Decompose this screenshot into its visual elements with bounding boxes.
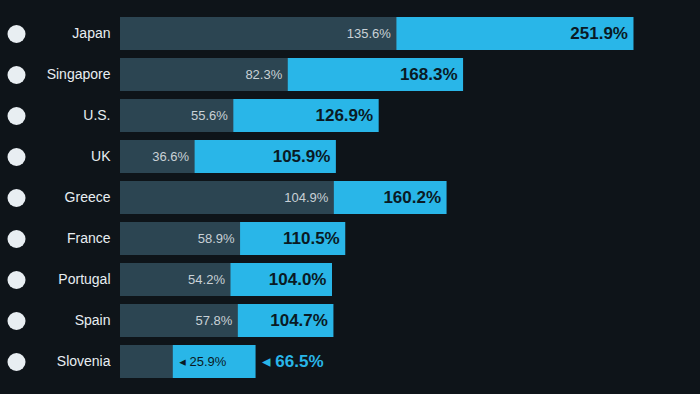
svg-text:Singapore: Singapore	[47, 66, 111, 82]
svg-text:36.6%: 36.6%	[152, 149, 189, 164]
svg-text:U.S.: U.S.	[83, 107, 110, 123]
svg-text:57.8%: 57.8%	[195, 313, 232, 328]
svg-text:251.9%: 251.9%	[570, 24, 628, 43]
svg-text:168.3%: 168.3%	[400, 65, 458, 84]
svg-text:Greece: Greece	[65, 189, 111, 205]
svg-text:Slovenia: Slovenia	[57, 353, 111, 369]
svg-text:105.9%: 105.9%	[273, 147, 331, 166]
svg-text:Japan: Japan	[72, 25, 110, 41]
svg-text:UK: UK	[91, 148, 111, 164]
svg-text:104.9%: 104.9%	[284, 190, 329, 205]
svg-text:126.9%: 126.9%	[316, 106, 374, 125]
svg-text:58.9%: 58.9%	[198, 231, 235, 246]
svg-text:82.3%: 82.3%	[245, 67, 282, 82]
svg-text:104.7%: 104.7%	[270, 311, 328, 330]
svg-text:France: France	[67, 230, 111, 246]
svg-text:160.2%: 160.2%	[383, 188, 441, 207]
svg-text:◂ 25.9%: ◂ 25.9%	[179, 354, 226, 369]
svg-text:55.6%: 55.6%	[191, 108, 228, 123]
svg-text:110.5%: 110.5%	[283, 229, 340, 248]
svg-text:Portugal: Portugal	[58, 271, 110, 287]
svg-text:104.0%: 104.0%	[269, 270, 327, 289]
svg-text:135.6%: 135.6%	[347, 26, 392, 41]
svg-text:Spain: Spain	[75, 312, 111, 328]
svg-text:◂ 66.5%: ◂ 66.5%	[262, 352, 323, 371]
svg-text:54.2%: 54.2%	[188, 272, 225, 287]
